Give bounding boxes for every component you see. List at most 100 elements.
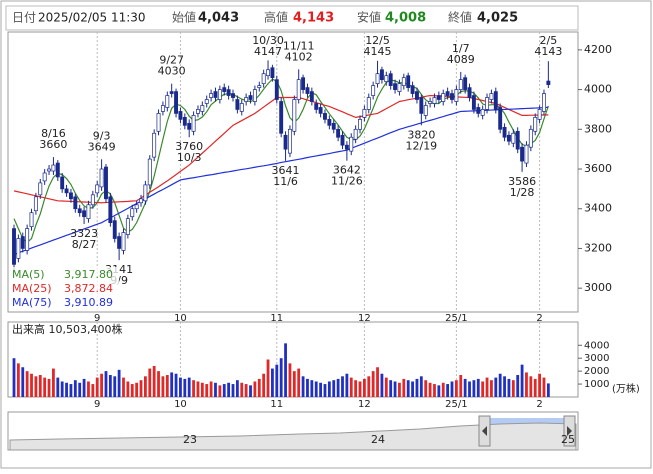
y-tick-label: 4200 (584, 43, 612, 56)
volume-bar (441, 382, 445, 397)
candle-body (51, 164, 56, 172)
candle-body (112, 220, 117, 239)
candle-body (90, 194, 95, 206)
volume-bar (314, 381, 318, 397)
volume-bar (257, 378, 261, 397)
volume-bar (209, 381, 213, 397)
volume-bar (284, 343, 287, 397)
volume-bar (174, 373, 178, 397)
candle-body (301, 77, 306, 90)
annotation-date: 12/19 (405, 139, 437, 152)
candle-body (130, 208, 135, 218)
candle-body (134, 204, 139, 210)
volume-bar (358, 381, 362, 397)
volume-tick-label: 3000 (584, 353, 609, 364)
annotation-price: 3760 (175, 140, 203, 153)
volume-bar (196, 381, 200, 397)
date-label: 日付 (12, 11, 36, 25)
volume-bar (533, 378, 537, 397)
volume-bar (183, 378, 187, 397)
candle-body (125, 218, 130, 235)
volume-bar (428, 382, 432, 397)
volume-tick-label: 1000 (584, 379, 609, 390)
volume-bar (406, 380, 410, 397)
close-label: 終値 (448, 10, 472, 25)
candle-body (327, 119, 332, 126)
volume-bar (218, 385, 222, 397)
legend-name: MA(5) (12, 268, 45, 281)
candle-body (16, 238, 21, 259)
volume-bar (301, 376, 305, 397)
legend-name: MA(75) (12, 296, 52, 309)
volume-bar (192, 380, 195, 397)
volume-bar (411, 381, 414, 397)
candle-body (42, 172, 47, 182)
x-tick-label: 12 (358, 313, 371, 324)
candle-body (266, 69, 270, 77)
candle-body (336, 128, 341, 138)
candle-body (231, 93, 235, 98)
volume-bar (288, 363, 292, 397)
volume-bar (200, 382, 204, 397)
volume-bar (126, 381, 130, 397)
legend-name: MA(25) (12, 282, 52, 295)
volume-bar (104, 371, 108, 397)
candle-body (248, 95, 253, 100)
annotation-price: 3660 (39, 138, 67, 151)
volume-bar (393, 381, 397, 397)
volume-bar (52, 368, 55, 397)
x-tick-label: 12 (358, 399, 371, 410)
volume-bar (367, 376, 371, 397)
annotation-price: 4102 (285, 50, 313, 63)
volume-bar (472, 380, 476, 397)
volume-bar (463, 378, 467, 397)
candle-body (274, 79, 279, 100)
candle-body (143, 184, 148, 202)
candle-body (546, 80, 551, 85)
annotation-price: 4143 (534, 45, 562, 58)
volume-bar (454, 380, 458, 397)
volume-bar (271, 368, 274, 397)
candle-body (520, 146, 525, 162)
volume-bar (354, 380, 358, 397)
ma-line (13, 94, 549, 204)
x-tick-label: 9 (94, 313, 100, 324)
candle-body (340, 134, 345, 146)
volume-bar (415, 378, 419, 397)
candle-body (270, 67, 275, 79)
volume-bar (279, 358, 283, 397)
candle-body (515, 130, 520, 150)
volume-label: 出来高 10,503,400株 (12, 322, 122, 336)
annotation-date: 11/11 (283, 39, 315, 52)
candle-body (393, 83, 398, 90)
volume-bar (511, 380, 515, 397)
annotation-date: 8/27 (72, 238, 97, 251)
candle-body (445, 91, 450, 96)
candle-body (252, 89, 257, 102)
volume-bar (91, 384, 95, 397)
x-tick-label: 2 (536, 399, 542, 410)
volume-bar (319, 382, 322, 397)
volume-bar (459, 375, 463, 397)
volume-bar (21, 367, 25, 397)
header-box (5, 5, 579, 31)
candle-body (117, 236, 122, 249)
candle-body (314, 103, 319, 110)
candle-body (428, 101, 433, 104)
volume-bar (529, 376, 533, 397)
volume-bar (47, 378, 51, 397)
volume-bar (38, 375, 42, 397)
annotation-price: 3323 (70, 227, 98, 240)
candle-body (174, 91, 179, 114)
low: 4,008 (385, 11, 426, 26)
volume-bar (43, 377, 47, 397)
annotation-date: 11/26 (331, 175, 363, 188)
volume-bar (538, 373, 541, 397)
volume-bar (433, 384, 436, 397)
volume-bar (34, 376, 38, 397)
candle-body (401, 77, 406, 86)
annotation-date: 10/3 (177, 151, 202, 164)
candle-body (542, 93, 546, 112)
candle-body (121, 232, 126, 251)
annotation-price: 3641 (272, 164, 300, 177)
